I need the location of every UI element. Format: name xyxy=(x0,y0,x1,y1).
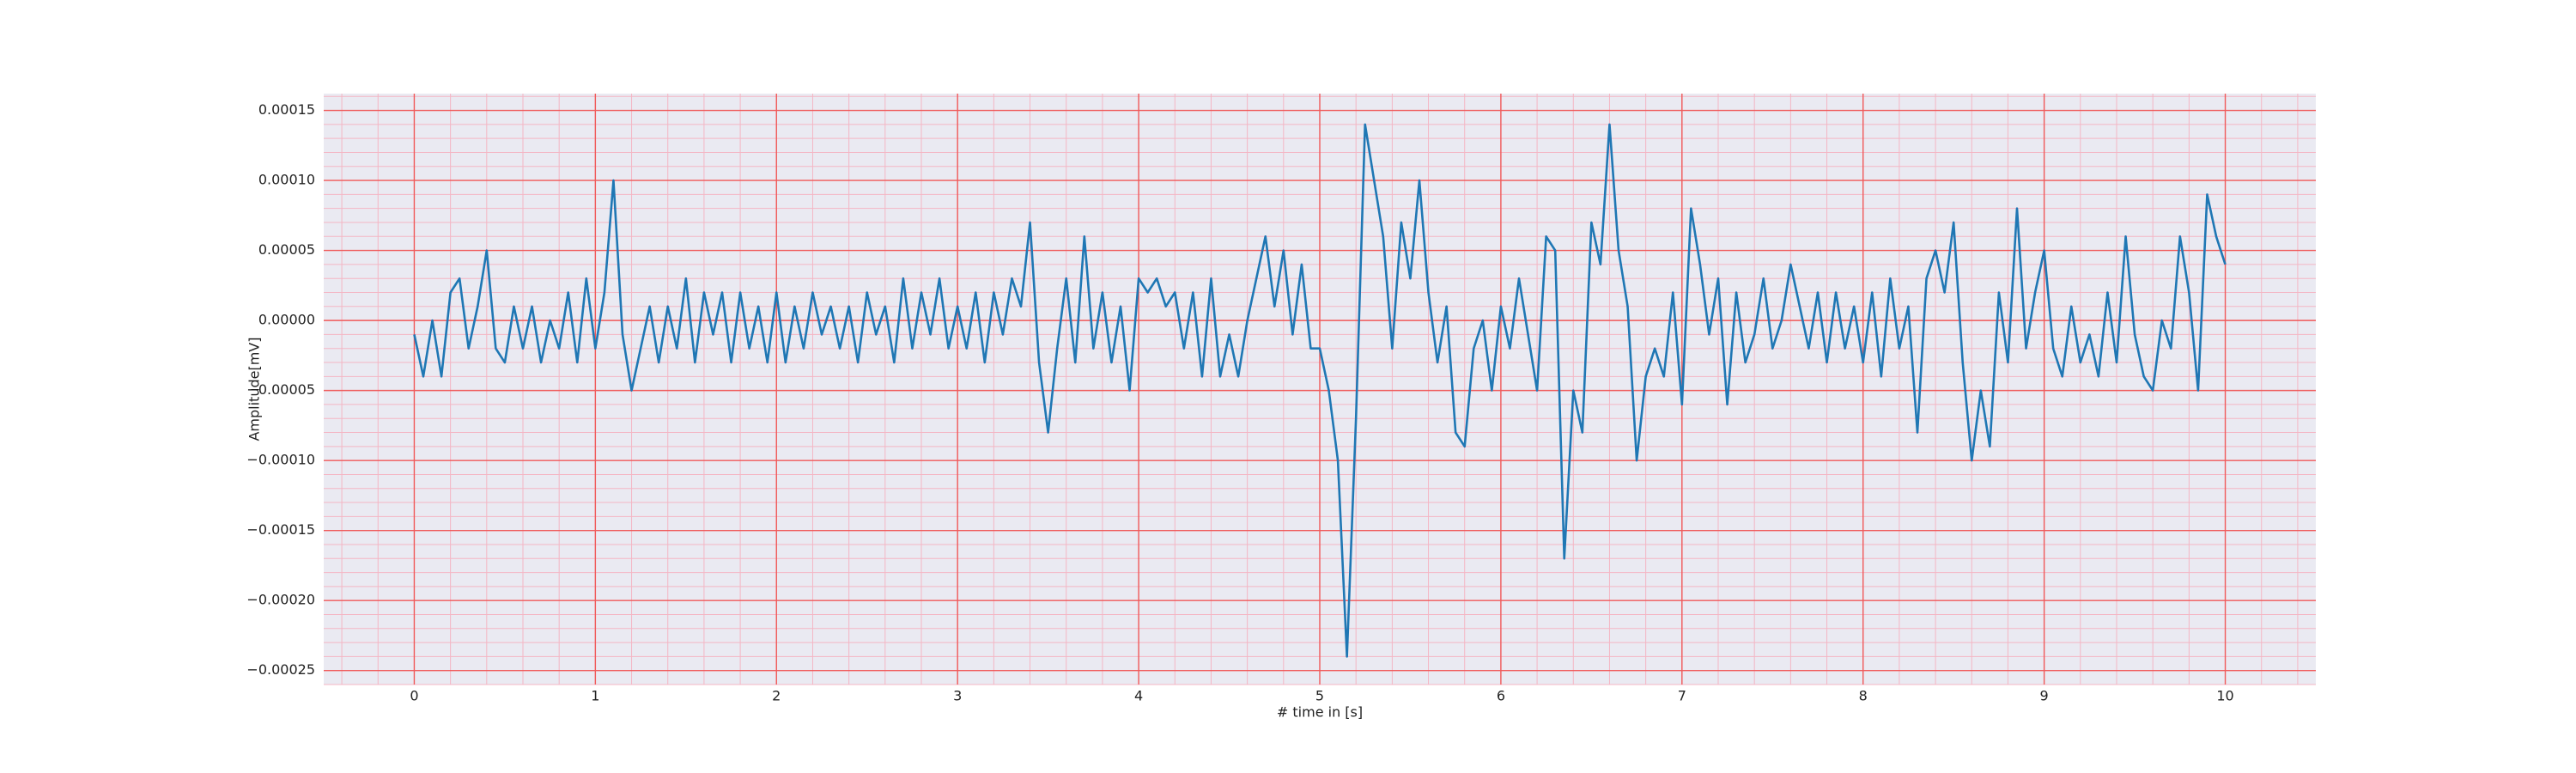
marks xyxy=(413,123,2227,658)
line-series xyxy=(413,123,2227,658)
y-tick-label: 0.00015 xyxy=(258,101,315,118)
grid xyxy=(324,94,2316,685)
y-tick-label: 0.00010 xyxy=(258,172,315,188)
y-tick-label: −0.00005 xyxy=(246,381,315,398)
x-axis-label: # time in [s] xyxy=(1277,704,1363,721)
x-tick-label: 6 xyxy=(1497,688,1505,704)
x-tick-label: 0 xyxy=(410,688,418,704)
x-tick-label: 3 xyxy=(953,688,962,704)
x-tick-label: 7 xyxy=(1678,688,1686,704)
x-tick-label: 10 xyxy=(2216,688,2233,704)
y-axis-label: Amplitude[mV] xyxy=(246,337,263,441)
x-tick-label: 9 xyxy=(2040,688,2049,704)
y-tick-label: −0.00010 xyxy=(246,452,315,468)
y-tick-label: −0.00025 xyxy=(246,661,315,678)
y-tick-label: 0.00005 xyxy=(258,241,315,258)
y-tick-label: 0.00000 xyxy=(258,312,315,328)
x-tick-label: 2 xyxy=(772,688,781,704)
x-tick-label: 1 xyxy=(591,688,599,704)
x-tick-label: 4 xyxy=(1134,688,1143,704)
x-tick-label: 5 xyxy=(1315,688,1324,704)
y-tick-label: −0.00020 xyxy=(246,592,315,608)
x-tick-label: 8 xyxy=(1859,688,1868,704)
y-tick-label: −0.00015 xyxy=(246,521,315,538)
